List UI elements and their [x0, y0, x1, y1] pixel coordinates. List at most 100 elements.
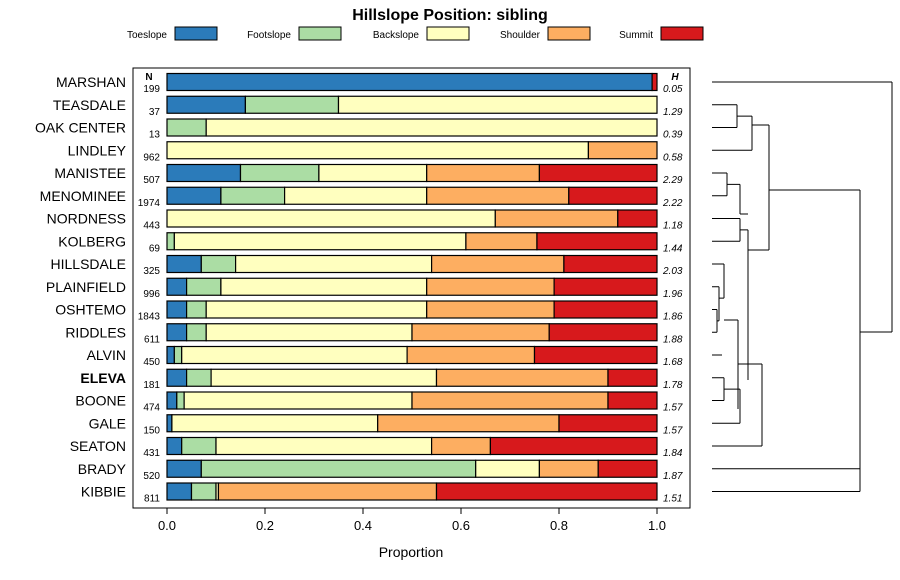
- bar-hillsdale-shoulder: [431, 254, 565, 274]
- row-label-boone: BOONE: [75, 393, 126, 409]
- legend-swatch-shoulder: [547, 26, 591, 41]
- bar-hillsdale-footslope: [200, 254, 237, 274]
- bar-gale-toeslope: [166, 414, 173, 433]
- bar-gale-backslope: [171, 414, 379, 433]
- row-label-lindley: LINDLEY: [68, 142, 127, 158]
- row-label-hillsdale: HILLSDALE: [51, 256, 126, 272]
- row-label-seaton: SEATON: [70, 438, 126, 454]
- h-value-eleva: 1.78: [663, 380, 683, 391]
- row-label-gale: GALE: [89, 415, 126, 431]
- bar-oshtemo-summit: [553, 300, 658, 319]
- bar-nordness-shoulder: [494, 209, 619, 228]
- legend-label-summit: Summit: [619, 30, 653, 41]
- h-value-teasdale: 1.29: [663, 107, 683, 118]
- bar-oshtemo-shoulder: [426, 300, 555, 319]
- bar-hillsdale-toeslope: [166, 254, 202, 274]
- bar-teasdale-backslope: [337, 95, 658, 114]
- bar-eleva-backslope: [210, 368, 438, 387]
- n-value-lindley: 962: [143, 152, 160, 163]
- x-axis: 0.0 0.2 0.4 0.6 0.8 1.0: [158, 508, 666, 533]
- n-value-riddles: 611: [144, 334, 160, 345]
- bar-hillsdale-backslope: [235, 254, 433, 274]
- n-value-eleva: 181: [143, 380, 160, 391]
- h-value-brady: 1.87: [663, 471, 683, 482]
- h-value-kibbie: 1.51: [663, 494, 682, 505]
- bar-brady-summit: [597, 459, 658, 478]
- h-value-riddles: 1.88: [663, 334, 683, 345]
- legend-swatch-backslope: [426, 26, 470, 41]
- bar-kolberg-shoulder: [465, 232, 538, 251]
- legend-label-toeslope: Toeslope: [127, 30, 167, 41]
- bar-brady-backslope: [475, 459, 541, 478]
- bar-kibbie-shoulder: [217, 482, 438, 501]
- row-label-oshtemo: OSHTEMO: [55, 302, 126, 318]
- legend-swatch-toeslope: [174, 26, 218, 41]
- legend-swatch-footslope: [298, 26, 342, 41]
- bar-eleva-footslope: [186, 368, 212, 387]
- bar-eleva-toeslope: [166, 368, 188, 387]
- bar-kolberg-backslope: [173, 232, 467, 251]
- n-value-nordness: 443: [143, 221, 160, 232]
- x-axis-label: Proportion: [379, 544, 444, 560]
- n-value-alvin: 450: [143, 357, 160, 368]
- bar-manistee-footslope: [239, 163, 320, 183]
- n-value-gale: 150: [143, 425, 160, 436]
- bar-boone-toeslope: [166, 391, 178, 410]
- bar-hillsdale-summit: [563, 254, 658, 274]
- row-labels: MARSHAN TEASDALE OAK CENTER LINDLEY MANISTEE…: [35, 74, 127, 500]
- bar-boone-summit: [607, 391, 658, 410]
- row-label-kibbie: KIBBIE: [81, 484, 126, 500]
- h-value-boone: 1.57: [663, 403, 683, 414]
- row-label-menominee: MENOMINEE: [40, 188, 126, 204]
- bar-kibbie-toeslope: [166, 482, 193, 501]
- bar-seaton-summit: [489, 436, 658, 456]
- bar-nordness-summit: [617, 209, 658, 228]
- bar-seaton-shoulder: [431, 436, 492, 456]
- n-value-menominee: 1974: [138, 198, 161, 209]
- bar-brady-toeslope: [166, 459, 202, 478]
- row-label-manistee: MANISTEE: [54, 165, 126, 181]
- bar-boone-footslope: [176, 391, 185, 410]
- bar-menominee-toeslope: [166, 186, 222, 205]
- x-tick-label-4: 0.8: [550, 518, 568, 533]
- h-value-menominee: 2.22: [662, 198, 683, 209]
- bar-plainfield-toeslope: [166, 277, 188, 296]
- bar-brady-shoulder: [538, 459, 599, 478]
- legend-label-footslope: Footslope: [247, 30, 291, 41]
- h-value-gale: 1.57: [663, 425, 683, 436]
- x-tick-label-5: 1.0: [648, 518, 666, 533]
- h-value-alvin: 1.68: [663, 357, 683, 368]
- h-value-oak-center: 0.39: [663, 130, 683, 141]
- bar-oshtemo-toeslope: [166, 300, 188, 319]
- bar-kolberg-summit: [536, 232, 658, 251]
- bar-teasdale-footslope: [244, 95, 340, 114]
- bar-plainfield-summit: [553, 277, 658, 296]
- bar-oak-center-backslope: [205, 118, 658, 137]
- legend: Toeslope Footslope Backslope Shoulder Summit: [127, 26, 704, 41]
- n-value-brady: 520: [143, 471, 160, 482]
- bar-eleva-summit: [607, 368, 658, 387]
- n-value-boone: 474: [143, 403, 160, 414]
- n-value-kibbie: 811: [144, 494, 160, 505]
- n-value-teasdale: 37: [149, 107, 161, 118]
- n-value-plainfield: 996: [143, 289, 160, 300]
- bar-manistee-toeslope: [166, 163, 242, 183]
- chart-title: Hillslope Position: sibling: [352, 7, 548, 24]
- h-column-header: H: [671, 72, 679, 83]
- bar-riddles-shoulder: [411, 323, 550, 342]
- h-value-seaton: 1.84: [663, 448, 683, 459]
- dendrogram: [712, 81, 893, 492]
- bar-plainfield-shoulder: [426, 277, 555, 296]
- bar-seaton-footslope: [181, 436, 217, 456]
- row-label-teasdale: TEASDALE: [53, 97, 126, 113]
- h-value-oshtemo: 1.86: [663, 312, 683, 323]
- row-label-brady: BRADY: [78, 461, 127, 477]
- bar-menominee-footslope: [220, 186, 286, 205]
- bar-lindley-shoulder: [587, 141, 658, 160]
- legend-label-backslope: Backslope: [373, 30, 420, 41]
- n-value-kolberg: 69: [149, 243, 161, 254]
- x-tick-label-0: 0.0: [158, 518, 176, 533]
- row-label-oak-center: OAK CENTER: [35, 120, 126, 136]
- bar-alvin-shoulder: [406, 345, 536, 365]
- bar-riddles-footslope: [186, 323, 207, 342]
